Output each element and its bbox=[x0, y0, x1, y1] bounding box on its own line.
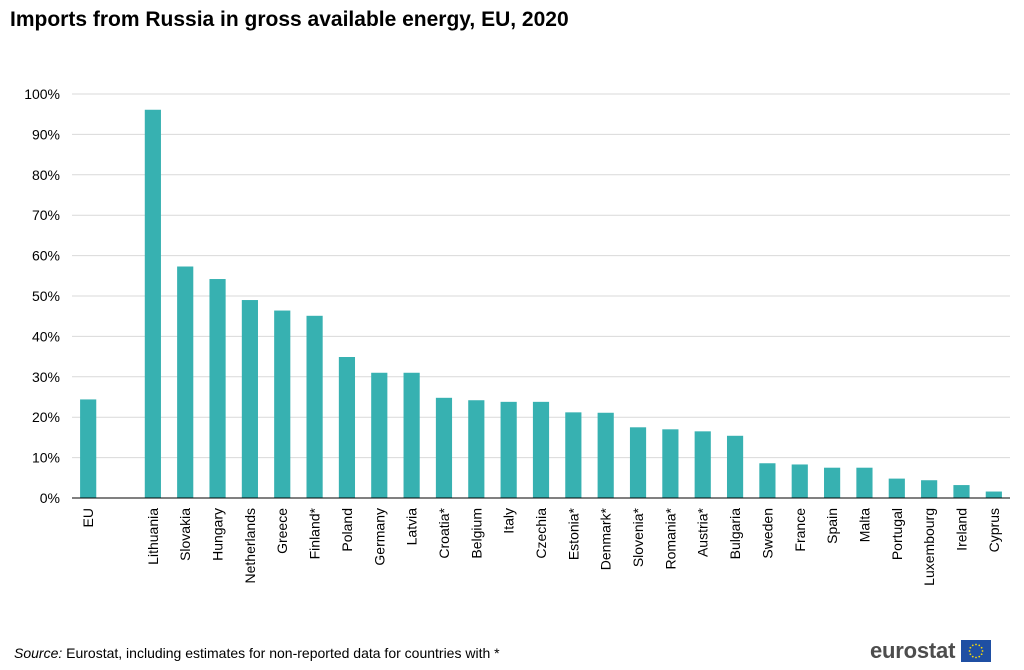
flag-star-icon bbox=[972, 655, 974, 658]
flag-star-icon bbox=[968, 650, 971, 652]
x-tick-label: Luxembourg bbox=[921, 508, 937, 586]
x-tick-label: EU bbox=[80, 508, 96, 527]
bar-ireland bbox=[953, 485, 970, 498]
y-tick-label: 10% bbox=[32, 450, 60, 466]
bar-croatia bbox=[435, 397, 453, 498]
bar-poland bbox=[338, 357, 356, 498]
bar-netherlands bbox=[241, 300, 258, 498]
bar-eu bbox=[80, 399, 97, 498]
x-tick-label: Spain bbox=[824, 508, 840, 544]
x-tick-label: Latvia bbox=[404, 508, 420, 546]
bar-lithuania bbox=[144, 109, 161, 499]
bar-sweden bbox=[759, 463, 776, 498]
y-tick-label: 70% bbox=[32, 207, 60, 223]
x-tick-label: Slovakia bbox=[177, 508, 193, 561]
bar-luxembourg bbox=[921, 480, 938, 498]
x-tick-label: Netherlands bbox=[242, 508, 258, 584]
eurostat-logo: eurostat bbox=[870, 638, 992, 664]
flag-star-icon bbox=[975, 656, 978, 659]
x-tick-label: Denmark* bbox=[598, 507, 614, 570]
flag-star-icon bbox=[981, 650, 984, 652]
bar-denmark bbox=[597, 412, 614, 498]
y-tick-label: 80% bbox=[32, 167, 60, 183]
x-tick-label: Romania* bbox=[662, 507, 678, 569]
x-tick-label: Ireland bbox=[953, 508, 969, 551]
x-tick-label: Slovenia* bbox=[630, 507, 646, 567]
x-tick-label: Estonia* bbox=[565, 507, 581, 560]
y-tick-label: 30% bbox=[32, 369, 60, 385]
x-tick-label: Finland* bbox=[307, 507, 323, 559]
bar-spain bbox=[824, 467, 841, 498]
chart-title: Imports from Russia in gross available e… bbox=[10, 8, 569, 31]
bar-italy bbox=[500, 401, 517, 498]
bar-france bbox=[791, 464, 808, 498]
y-tick-label: 20% bbox=[32, 409, 60, 425]
bar-cyprus bbox=[985, 491, 1002, 498]
bar-romania bbox=[662, 429, 679, 498]
flag-star-icon bbox=[980, 653, 983, 656]
bar-austria bbox=[694, 431, 711, 498]
x-tick-label: Portugal bbox=[889, 508, 905, 560]
y-tick-label: 60% bbox=[32, 248, 60, 264]
logo-text: eurostat bbox=[870, 638, 956, 663]
bar-slovenia bbox=[629, 427, 647, 498]
bar-chart: 0% 10% 20% 30% 40% 50% 60% 70% 80% 90% 100% EU Lith… bbox=[24, 86, 1010, 586]
x-tick-label: France bbox=[792, 508, 808, 552]
x-tick-label: Cyprus bbox=[986, 508, 1002, 552]
y-tick-label: 100% bbox=[24, 86, 60, 102]
x-tick-label: Croatia* bbox=[436, 507, 452, 558]
bar-belgium bbox=[468, 400, 485, 498]
y-axis-ticks: 0% 10% 20% 30% 40% 50% 60% 70% 80% 90% 100% bbox=[24, 86, 60, 506]
bar-bulgaria bbox=[726, 435, 744, 498]
flag-star-icon bbox=[975, 643, 978, 646]
bar-latvia bbox=[403, 372, 420, 498]
flag-star-icon bbox=[969, 646, 972, 649]
x-tick-label: Czechia bbox=[533, 508, 549, 559]
flag-star-icon bbox=[969, 653, 972, 656]
x-tick-label: Sweden bbox=[759, 508, 775, 559]
x-tick-label: Belgium bbox=[468, 508, 484, 559]
x-axis-labels: EU Lithuania Slovakia Hungary Netherlands Gre… bbox=[80, 507, 1002, 585]
x-tick-label: Malta bbox=[856, 508, 872, 542]
bar-estonia bbox=[565, 412, 582, 498]
x-tick-label: Poland bbox=[339, 508, 355, 552]
flag-star-icon bbox=[978, 644, 981, 647]
x-tick-label: Bulgaria bbox=[727, 508, 743, 560]
x-tick-label: Lithuania bbox=[145, 508, 161, 565]
y-tick-label: 40% bbox=[32, 328, 60, 344]
bar-finland bbox=[306, 315, 323, 498]
y-tick-label: 90% bbox=[32, 126, 60, 142]
bar-portugal bbox=[888, 478, 905, 498]
bar-malta bbox=[856, 467, 873, 498]
x-tick-label: Hungary bbox=[210, 508, 226, 561]
y-tick-label: 50% bbox=[32, 288, 60, 304]
bars bbox=[80, 109, 1002, 499]
bar-czechia bbox=[532, 401, 550, 498]
flag-star-icon bbox=[972, 644, 974, 647]
eu-flag-icon bbox=[961, 640, 992, 662]
x-tick-label: Austria* bbox=[695, 507, 711, 557]
source-note: Source: Eurostat, including estimates fo… bbox=[14, 645, 500, 661]
source-text: Eurostat, including estimates for non-re… bbox=[66, 645, 500, 661]
bar-greece bbox=[274, 310, 291, 498]
bar-slovakia bbox=[177, 266, 194, 498]
x-tick-label: Germany bbox=[371, 508, 387, 566]
x-tick-label: Italy bbox=[501, 508, 517, 534]
source-label: Source: bbox=[14, 645, 63, 661]
x-tick-label: Greece bbox=[274, 508, 290, 554]
flag-star-icon bbox=[978, 655, 981, 658]
y-tick-label: 0% bbox=[40, 490, 60, 506]
bar-germany bbox=[371, 372, 388, 498]
bar-hungary bbox=[209, 279, 226, 498]
flag-star-icon bbox=[980, 646, 983, 649]
